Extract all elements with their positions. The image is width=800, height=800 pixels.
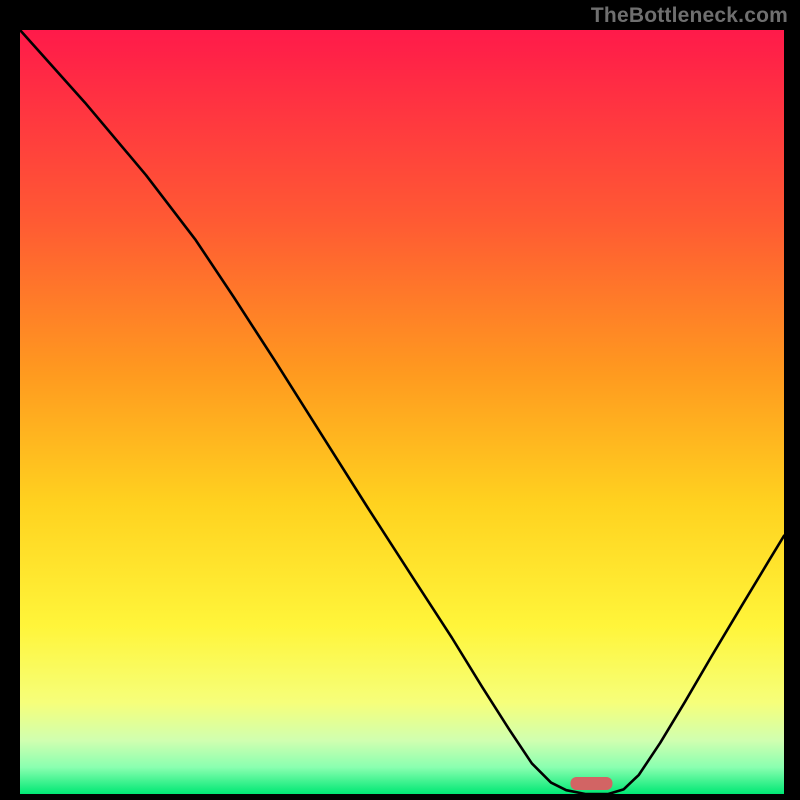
sweet-spot-marker <box>570 777 612 790</box>
bottleneck-curve-chart <box>0 0 800 800</box>
watermark-text: TheBottleneck.com <box>591 4 788 28</box>
plot-background <box>20 30 784 794</box>
chart-container: TheBottleneck.com <box>0 0 800 800</box>
